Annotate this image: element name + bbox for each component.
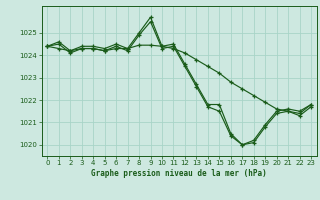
X-axis label: Graphe pression niveau de la mer (hPa): Graphe pression niveau de la mer (hPa) <box>91 169 267 178</box>
